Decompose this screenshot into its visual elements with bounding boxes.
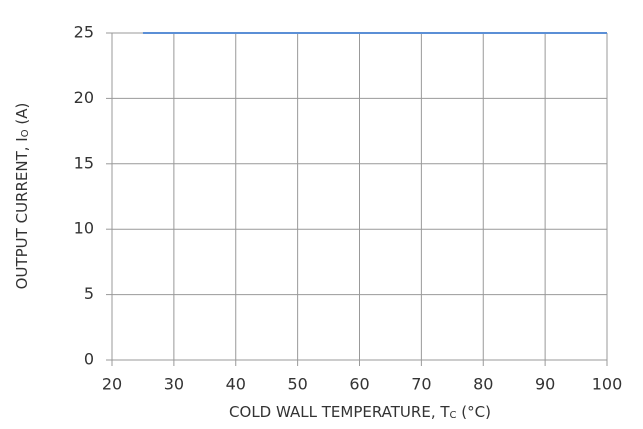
x-tick-label: 60 <box>349 375 369 394</box>
y-axis-label: OUTPUT CURRENT, IO (A) <box>13 103 32 290</box>
x-tick-label: 100 <box>592 375 623 394</box>
x-axis-label: COLD WALL TEMPERATURE, TC (°C) <box>229 403 491 422</box>
y-tick-label: 25 <box>74 23 94 42</box>
x-tick-label: 80 <box>473 375 493 394</box>
x-tick-label: 90 <box>535 375 555 394</box>
y-tick-label: 15 <box>74 153 94 172</box>
x-tick-label: 40 <box>226 375 246 394</box>
y-tick-label: 20 <box>74 88 94 107</box>
x-tick-label: 30 <box>164 375 184 394</box>
x-tick-label: 50 <box>287 375 307 394</box>
y-tick-label: 5 <box>84 284 94 303</box>
y-tick-label: 10 <box>74 219 94 238</box>
y-tick-label: 0 <box>84 350 94 369</box>
x-tick-label: 70 <box>411 375 431 394</box>
x-tick-label: 20 <box>102 375 122 394</box>
